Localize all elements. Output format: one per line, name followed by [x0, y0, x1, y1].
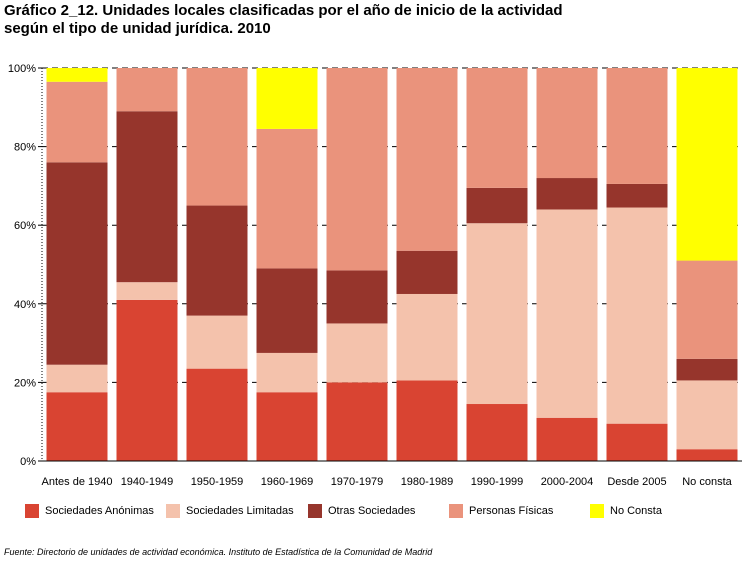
bar-segment: [186, 315, 248, 369]
y-tick-label: 40%: [14, 299, 36, 311]
bar-segment: [396, 68, 458, 251]
bar-segment: [536, 68, 598, 179]
bar-segment: [676, 68, 738, 261]
bar-segment: [466, 187, 528, 224]
bar-segment: [116, 111, 178, 283]
source-note: Fuente: Directorio de unidades de activi…: [4, 547, 433, 557]
bar-segment: [536, 417, 598, 461]
x-tick-label: Antes de 1940: [42, 476, 113, 488]
bar-segment: [116, 68, 178, 112]
y-tick-label: 0%: [20, 456, 36, 468]
bar-segment: [326, 382, 388, 461]
y-tick-label: 20%: [14, 377, 36, 389]
bar-segment: [466, 404, 528, 461]
bar-segment: [256, 268, 318, 353]
bar-segment: [606, 183, 668, 208]
bar-segment: [606, 423, 668, 461]
x-tick-label: 1990-1999: [471, 476, 524, 488]
bar-segment: [256, 352, 318, 393]
bar-segment: [396, 380, 458, 461]
bar-segment: [326, 323, 388, 383]
x-tick-label: 1970-1979: [331, 476, 384, 488]
bar-segment: [256, 128, 318, 269]
x-tick-label: 1940-1949: [121, 476, 174, 488]
bar-segment: [46, 81, 108, 163]
bar-segment: [466, 223, 528, 405]
x-tick-label: 1960-1969: [261, 476, 314, 488]
x-tick-label: No consta: [682, 476, 732, 488]
x-tick-label: Desde 2005: [607, 476, 666, 488]
x-tick-label: 1950-1959: [191, 476, 244, 488]
bar-segment: [536, 209, 598, 418]
bar-segment: [466, 68, 528, 188]
bar-segment: [186, 205, 248, 316]
bar-segment: [46, 68, 108, 82]
x-tick-label: 1980-1989: [401, 476, 454, 488]
bars-group: [46, 68, 738, 461]
bar-segment: [606, 207, 668, 424]
bar-segment: [46, 364, 108, 393]
bar-segment: [676, 260, 738, 359]
bar-segment: [256, 68, 318, 129]
x-axis: Antes de 1940 1940-1949 1950-1959 1960-1969…: [42, 460, 742, 488]
x-tick-label: 2000-2004: [541, 476, 594, 488]
bar-segment: [326, 68, 388, 271]
bar-segment: [536, 178, 598, 210]
bar-segment: [186, 368, 248, 461]
bar-segment: [676, 380, 738, 450]
bar-segment: [326, 270, 388, 324]
y-tick-label: 100%: [8, 63, 36, 75]
bar-segment: [606, 68, 668, 184]
bar-segment: [396, 293, 458, 381]
chart-title: Gráfico 2_12. Unidades locales clasifica…: [4, 2, 563, 37]
bar-segment: [46, 392, 108, 461]
y-tick-label: 60%: [14, 220, 36, 232]
bar-segment: [186, 68, 248, 206]
bar-segment: [256, 392, 318, 461]
bar-segment: [396, 250, 458, 294]
bar-segment: [676, 449, 738, 461]
bar-segment: [116, 282, 178, 300]
y-axis: 0% 20% 40% 60% 80% 100%: [8, 63, 43, 468]
y-tick-label: 80%: [14, 142, 36, 154]
bar-segment: [116, 299, 178, 461]
bar-segment: [676, 358, 738, 381]
bar-segment: [46, 162, 108, 365]
